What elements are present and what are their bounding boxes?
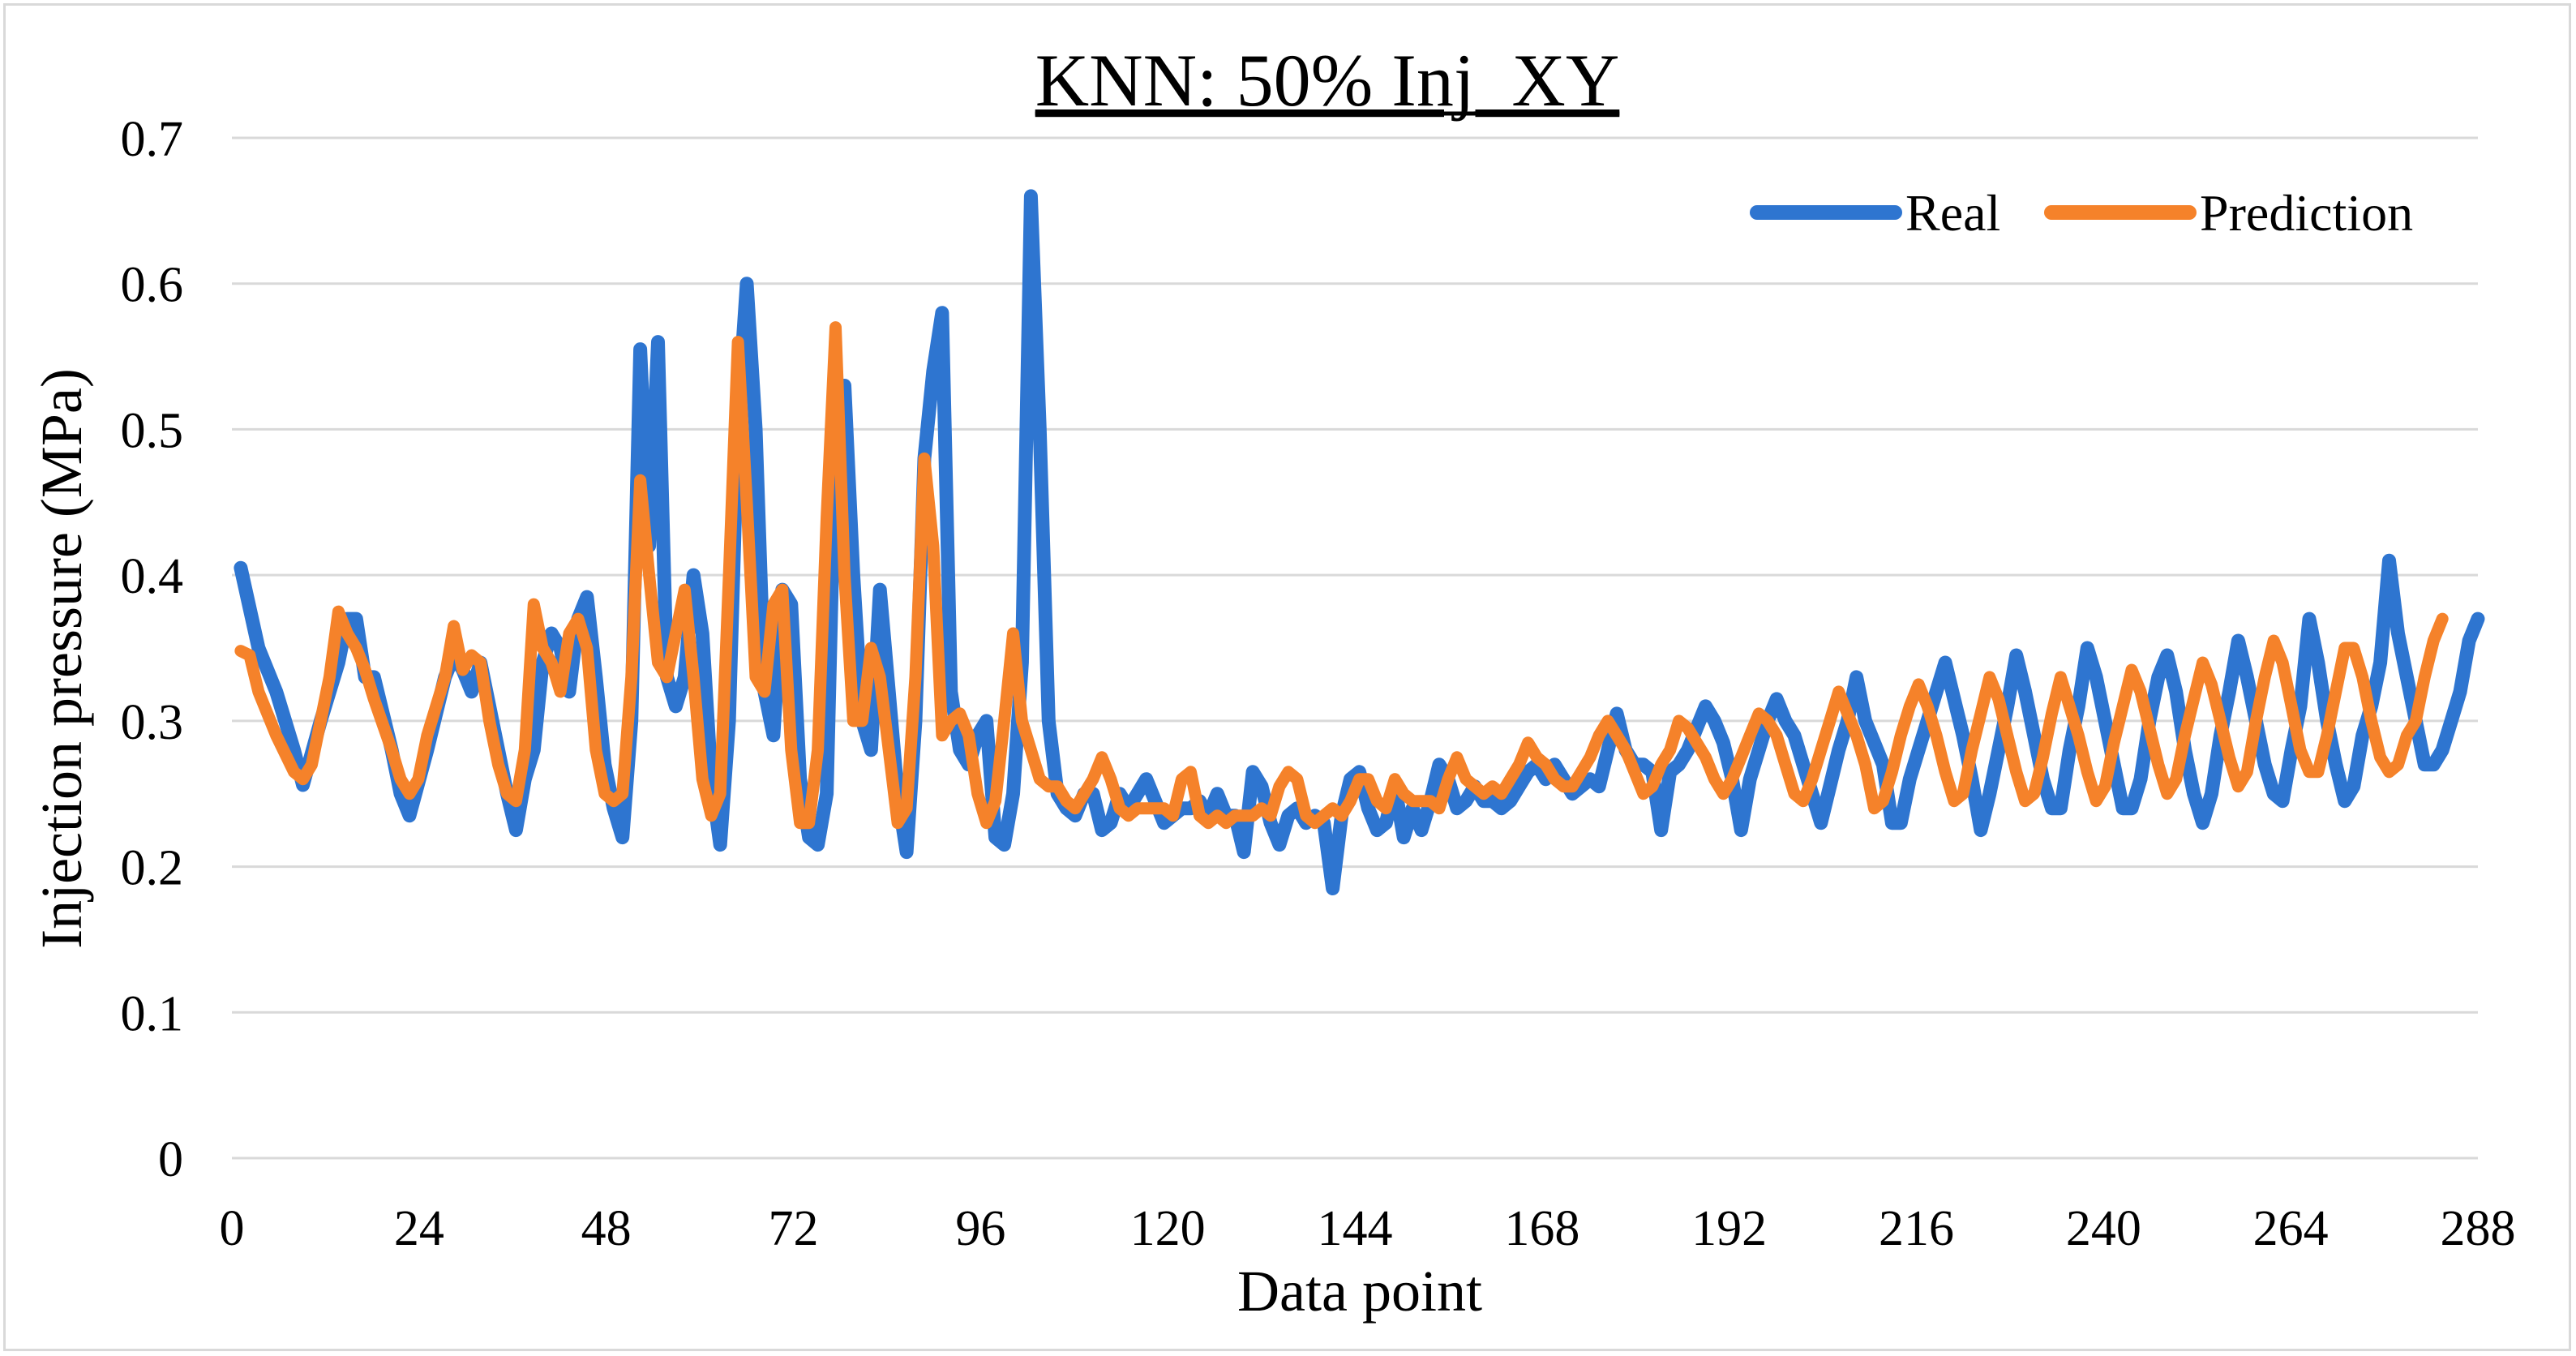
chart-title: KNN: 50% Inj_XY (1035, 39, 1620, 122)
y-axis-title: Injection pressure (MPa) (29, 368, 94, 949)
legend-label-prediction: Prediction (2200, 184, 2413, 242)
y-tick-label: 0.3 (121, 695, 184, 750)
x-tick-label: 120 (1130, 1201, 1206, 1256)
y-axis-ticks: 0 0.1 0.2 0.3 0.4 0.5 0.6 0.7 (121, 112, 184, 1187)
x-tick-label: 192 (1691, 1201, 1767, 1256)
x-tick-label: 216 (1879, 1201, 1954, 1256)
series-line-real (234, 189, 2485, 895)
x-tick-label: 144 (1318, 1201, 1393, 1256)
x-tick-label: 72 (769, 1201, 819, 1256)
legend: Real Prediction (1750, 184, 2413, 242)
x-axis-title: Data point (1237, 1259, 1482, 1324)
x-axis-ticks: 0 24 48 72 96 120 144 168 192 216 240 264 288 (220, 1201, 2516, 1256)
y-tick-label: 0.2 (121, 841, 184, 896)
x-tick-label: 168 (1504, 1201, 1579, 1256)
y-tick-label: 0 (158, 1132, 183, 1187)
y-tick-label: 0.1 (121, 986, 184, 1041)
y-tick-label: 0.7 (121, 112, 184, 167)
x-tick-label: 48 (581, 1201, 632, 1256)
series-line-prediction (234, 321, 2449, 830)
y-tick-label: 0.4 (121, 549, 184, 604)
x-tick-label: 240 (2066, 1201, 2141, 1256)
x-tick-label: 264 (2253, 1201, 2329, 1256)
y-tick-label: 0.5 (121, 403, 184, 458)
chart-frame (3, 3, 2571, 1351)
x-tick-label: 0 (220, 1201, 245, 1256)
legend-label-real: Real (1905, 184, 2000, 242)
x-tick-label: 96 (955, 1201, 1005, 1256)
y-tick-label: 0.6 (121, 258, 184, 313)
series-lines (234, 189, 2485, 895)
x-tick-label: 288 (2441, 1201, 2516, 1256)
x-tick-label: 24 (394, 1201, 444, 1256)
